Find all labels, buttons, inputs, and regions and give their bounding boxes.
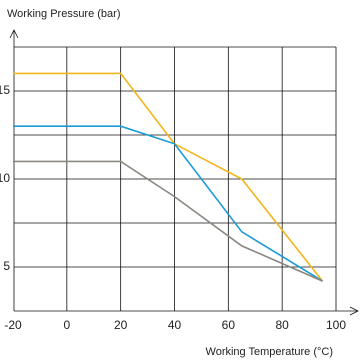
x-tick-label: 20 bbox=[114, 318, 128, 332]
y-tick-label: 15 bbox=[0, 83, 10, 97]
x-axis-arrow bbox=[349, 306, 359, 316]
y-axis-arrow bbox=[9, 29, 19, 39]
x-tick-label: -20 bbox=[4, 318, 22, 332]
x-tick-label: 40 bbox=[168, 318, 182, 332]
series-line bbox=[13, 160, 323, 282]
y-axis-label: Working Pressure (bar) bbox=[7, 8, 121, 20]
x-axis-label: Working Temperature (°C) bbox=[206, 346, 333, 358]
series-line bbox=[13, 125, 323, 282]
y-tick-label: 10 bbox=[0, 171, 10, 185]
y-tick-label: 5 bbox=[3, 259, 10, 273]
x-tick-label: 60 bbox=[222, 318, 236, 332]
x-tick-label: 80 bbox=[275, 318, 289, 332]
x-tick-label: 100 bbox=[326, 318, 346, 332]
x-tick-label: 0 bbox=[63, 318, 70, 332]
series-line bbox=[13, 72, 324, 282]
